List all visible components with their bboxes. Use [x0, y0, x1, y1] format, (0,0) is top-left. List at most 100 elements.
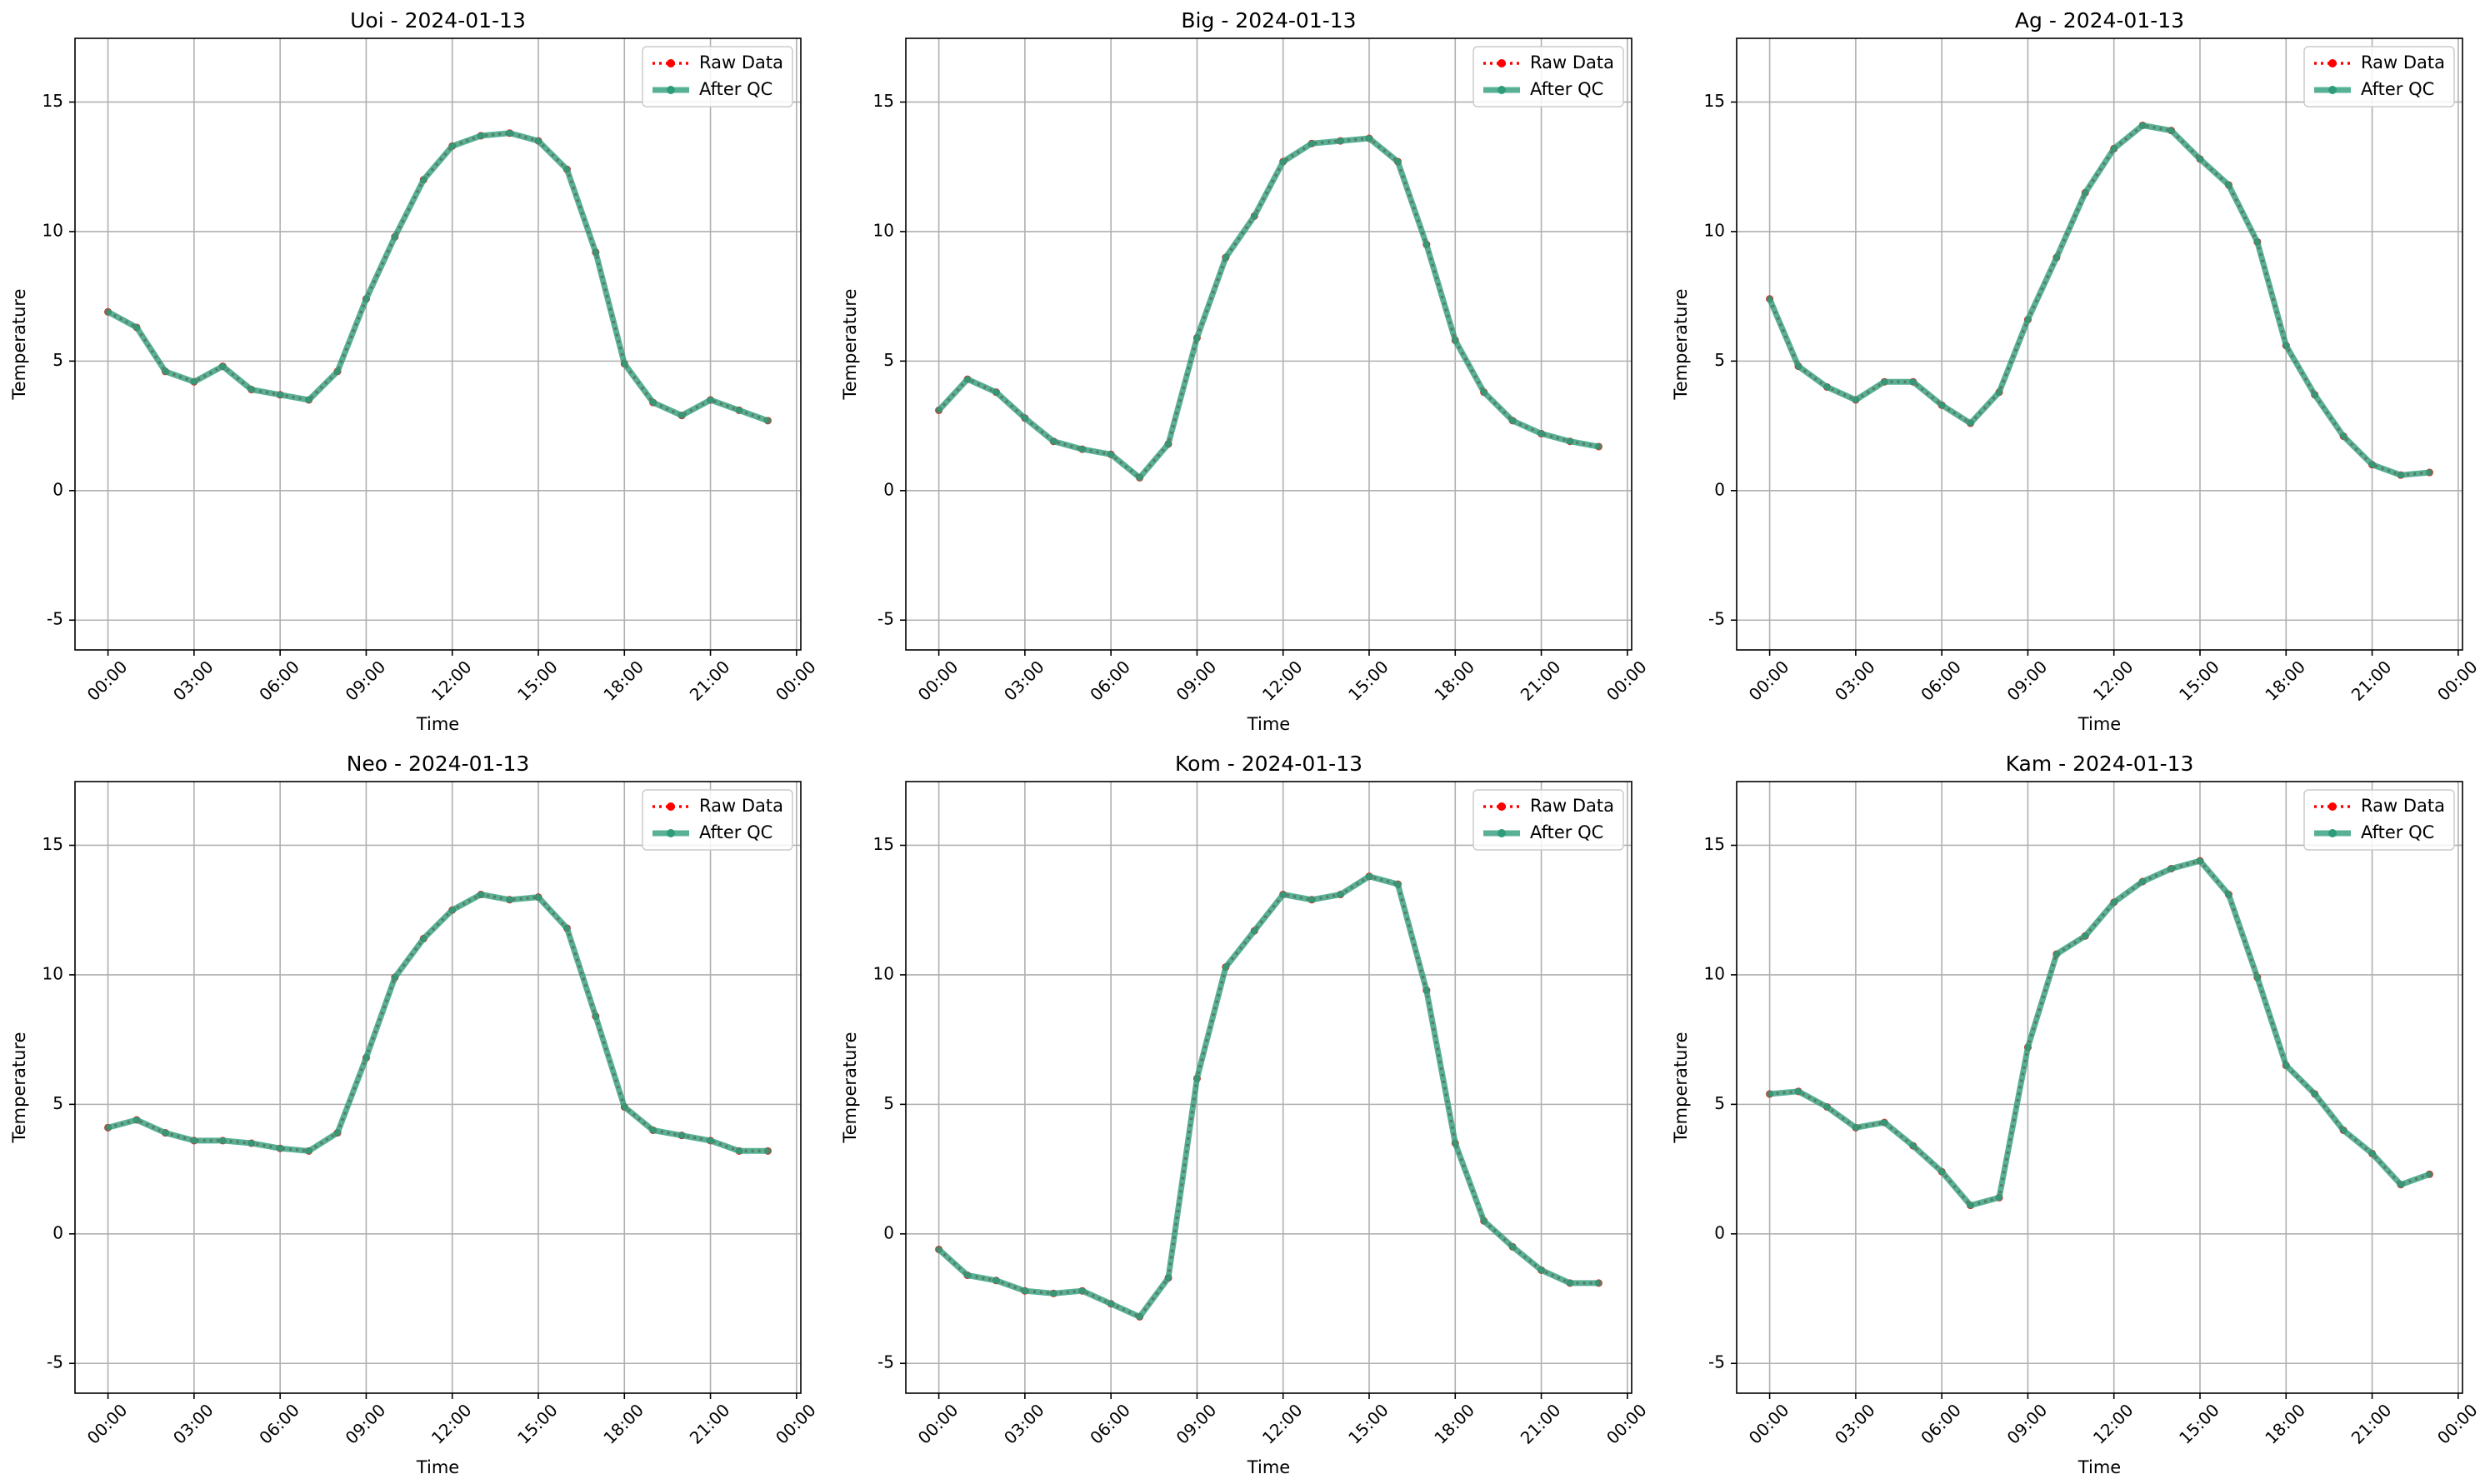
data-point: [649, 399, 657, 407]
series-line: [107, 892, 768, 1154]
chart-title: Ag - 2024-01-13: [2015, 8, 2184, 32]
data-point: [362, 1054, 370, 1062]
legend-marker: [2328, 59, 2337, 67]
data-point: [1852, 1124, 1859, 1132]
data-point: [621, 1103, 628, 1111]
data-point: [1566, 437, 1573, 445]
data-point: [1365, 872, 1372, 880]
y-tick-label: -5: [47, 609, 63, 629]
y-tick-label: 5: [52, 1093, 63, 1113]
y-tick-label: -5: [1708, 609, 1725, 629]
data-point: [2082, 189, 2089, 197]
data-point: [1452, 337, 1459, 344]
series-line: [1769, 859, 2430, 1207]
x-axis-label: Time: [1247, 1457, 1290, 1477]
series-line: [937, 135, 1600, 481]
legend-label: Raw Data: [2361, 52, 2445, 72]
data-point: [1996, 388, 2003, 396]
data-point: [1823, 1103, 1831, 1111]
x-tick-label: 09:00: [342, 1400, 390, 1448]
data-point: [1538, 430, 1545, 437]
y-tick-label: 0: [1714, 1222, 1725, 1242]
legend-label: After QC: [1530, 79, 1603, 99]
data-point: [448, 142, 456, 150]
data-point: [2426, 469, 2433, 477]
data-point: [1078, 1287, 1086, 1295]
legend-marker: [667, 802, 675, 811]
data-point: [1938, 402, 1946, 409]
data-point: [1538, 1267, 1545, 1274]
data-point: [2253, 974, 2261, 982]
x-tick-label: 15:00: [1344, 657, 1392, 705]
y-axis-label: Temperature: [1671, 1032, 1691, 1143]
data-point: [735, 1147, 742, 1155]
data-point: [1279, 891, 1287, 898]
x-tick-label: 06:00: [1086, 1400, 1134, 1448]
x-tick-label: 03:00: [1831, 657, 1879, 705]
x-tick-label: 00:00: [2433, 1400, 2482, 1448]
series-line: [937, 873, 1599, 1320]
x-tick-label: 00:00: [1745, 1400, 1793, 1448]
data-point: [1365, 135, 1372, 142]
legend-marker: [2328, 802, 2337, 811]
x-tick-label: 00:00: [2433, 657, 2482, 705]
legend-marker: [1498, 59, 1506, 67]
data-point: [391, 974, 398, 982]
data-point: [1136, 1313, 1143, 1321]
data-point: [133, 1117, 141, 1124]
axes-frame: [905, 37, 1632, 651]
y-tick-label: 10: [1704, 220, 1725, 240]
y-tick-label: 15: [42, 91, 63, 111]
data-point: [1394, 157, 1402, 165]
data-point: [1509, 417, 1517, 424]
data-point: [2340, 432, 2348, 440]
x-tick-label: 15:00: [1344, 1400, 1392, 1448]
data-point: [1078, 446, 1086, 453]
x-tick-label: 18:00: [2261, 1400, 2309, 1448]
data-point: [1909, 378, 1917, 386]
data-point: [190, 378, 198, 386]
data-point: [162, 367, 169, 375]
data-point: [391, 233, 398, 241]
series-line: [108, 892, 768, 1153]
data-point: [1566, 1279, 1573, 1287]
y-axis-label: Temperature: [840, 1032, 860, 1143]
data-point: [2368, 461, 2376, 468]
chart-title: Kam - 2024-01-13: [2006, 752, 2194, 776]
y-axis-label: Temperature: [840, 288, 860, 400]
data-point: [2368, 1150, 2376, 1157]
x-tick-label: 18:00: [1430, 657, 1478, 705]
data-point: [1222, 254, 1229, 262]
data-point: [1480, 1217, 1488, 1225]
data-point: [2168, 127, 2175, 134]
y-tick-label: 10: [873, 220, 894, 240]
series-line: [106, 130, 769, 424]
data-point: [2082, 932, 2089, 940]
data-point: [1967, 1202, 1974, 1209]
x-tick-label: 00:00: [1602, 657, 1651, 705]
data-point: [935, 1246, 942, 1253]
data-point: [964, 376, 972, 383]
data-point: [2052, 951, 2060, 958]
y-tick-label: -5: [47, 1352, 63, 1372]
data-point: [448, 907, 456, 914]
x-tick-label: 06:00: [1086, 657, 1134, 705]
data-point: [2426, 1171, 2433, 1178]
data-point: [764, 1147, 772, 1155]
x-tick-label: 12:00: [428, 1400, 476, 1448]
x-axis-label: Time: [416, 714, 459, 734]
data-point: [2311, 1090, 2318, 1097]
legend-marker: [1498, 802, 1506, 811]
y-tick-label: 0: [52, 1222, 63, 1242]
data-point: [219, 362, 227, 370]
legend-marker: [1498, 86, 1506, 94]
data-point: [1279, 157, 1287, 165]
data-point: [133, 323, 141, 331]
data-point: [478, 132, 485, 139]
y-tick-label: 5: [52, 350, 63, 370]
data-point: [1795, 362, 1802, 370]
series-line: [938, 874, 1599, 1319]
x-tick-label: 09:00: [342, 657, 390, 705]
data-point: [1251, 212, 1258, 220]
data-point: [2282, 342, 2290, 349]
